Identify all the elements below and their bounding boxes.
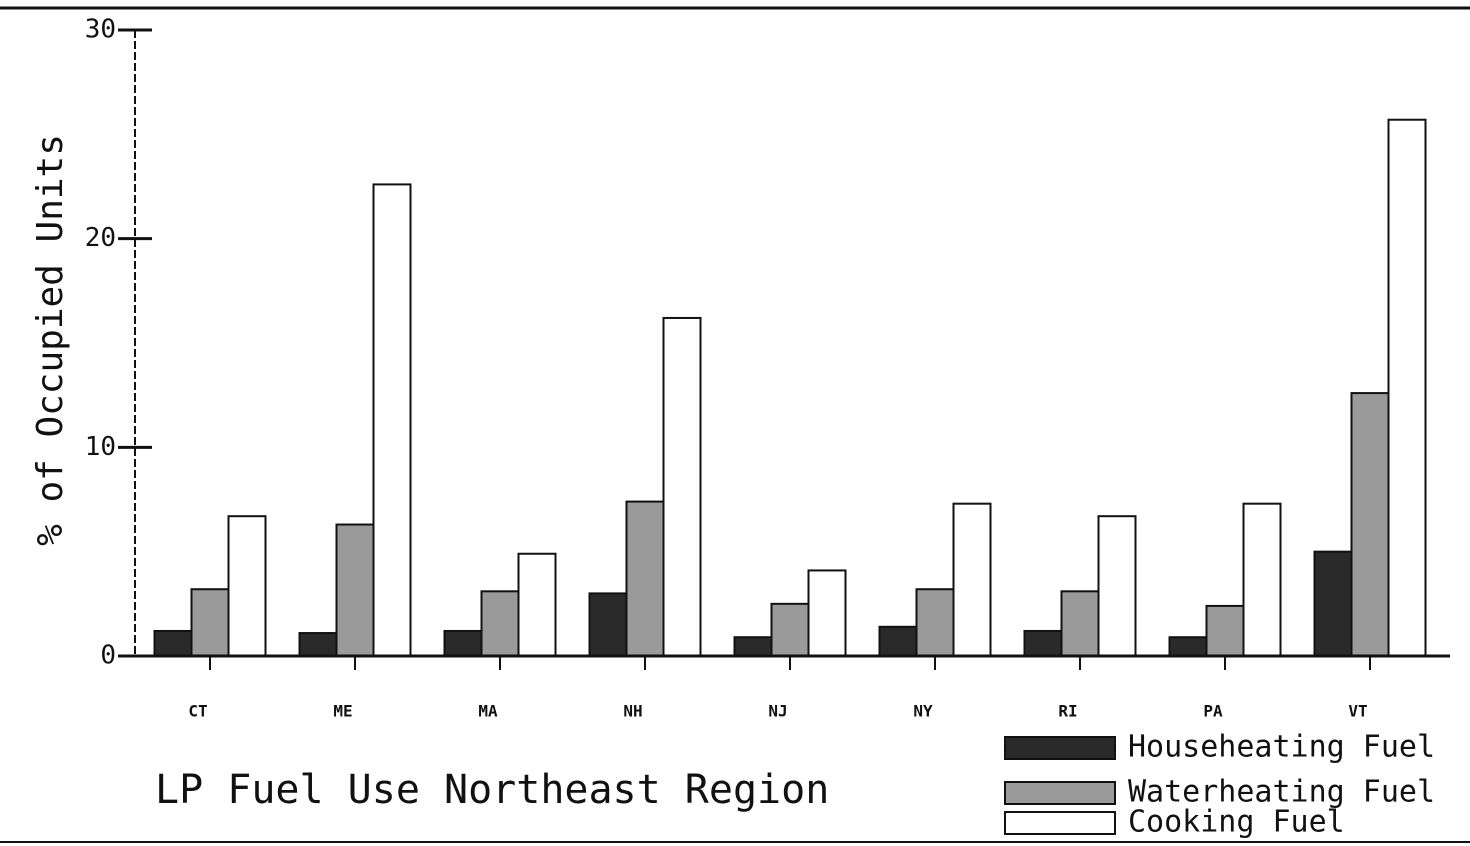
bar	[153, 629, 193, 658]
legend-swatch	[1004, 736, 1116, 760]
y-tick-label: 10	[85, 432, 116, 462]
y-tick-label: 20	[85, 223, 116, 253]
x-tick-label: MA	[478, 702, 498, 721]
legend-label: Waterheating Fuel	[1128, 775, 1435, 810]
bar	[733, 636, 773, 657]
x-tick-label: VT	[1348, 702, 1367, 721]
bar	[335, 523, 375, 657]
y-tick-label: 30	[85, 15, 116, 45]
bar	[1023, 629, 1063, 658]
x-tick-label: PA	[1203, 702, 1223, 721]
bar	[1387, 118, 1427, 657]
x-tick-label: NH	[623, 702, 642, 721]
bar	[588, 592, 628, 658]
x-tick-label: NJ	[768, 702, 787, 721]
bar	[878, 625, 918, 658]
x-tick-label: CT	[188, 702, 207, 721]
bar	[1060, 590, 1100, 658]
x-tick-label: RI	[1058, 702, 1077, 721]
legend-swatch	[1004, 811, 1116, 835]
bar	[517, 552, 557, 658]
bar	[770, 602, 810, 657]
bar	[298, 632, 338, 658]
bar	[1205, 604, 1245, 657]
bar	[807, 569, 847, 657]
bar	[662, 316, 702, 657]
bar	[443, 629, 483, 658]
bar	[915, 588, 955, 658]
y-axis-label: % of Occupied Units	[30, 134, 71, 546]
bar	[1350, 392, 1390, 657]
bar	[227, 515, 267, 658]
legend-label: Househeating Fuel	[1128, 730, 1435, 765]
bar	[1097, 515, 1137, 658]
bar	[952, 502, 992, 657]
chart-title: LP Fuel Use Northeast Region	[155, 767, 829, 813]
legend-label: Cooking Fuel	[1128, 805, 1345, 840]
bar	[1242, 502, 1282, 657]
bar	[1168, 636, 1208, 657]
y-tick-label: 0	[100, 641, 116, 671]
bar	[1313, 550, 1353, 658]
bar	[625, 500, 665, 657]
legend-swatch	[1004, 781, 1116, 805]
bar	[190, 588, 230, 658]
x-tick-label: NY	[913, 702, 933, 721]
x-tick-label: ME	[333, 702, 352, 721]
bar	[480, 590, 520, 658]
bar	[372, 183, 412, 657]
